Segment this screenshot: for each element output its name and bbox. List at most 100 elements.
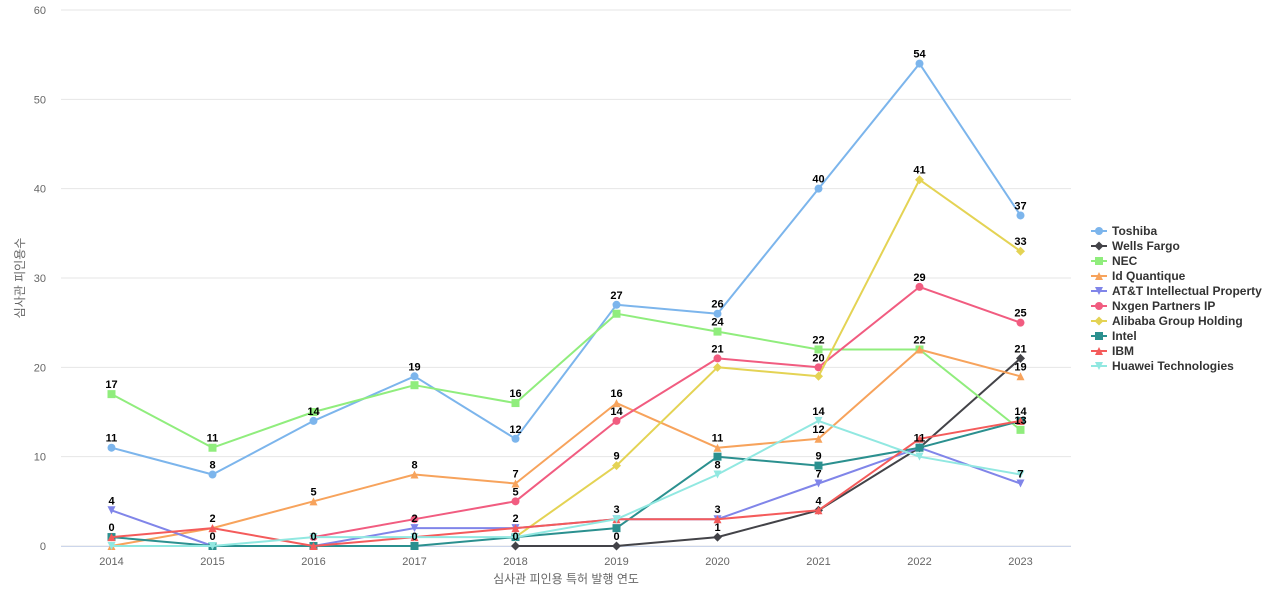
data-label: 26 [711,299,723,311]
legend-marker-symbol [1095,227,1103,235]
data-point [1016,425,1025,434]
legend-label: Wells Fargo [1112,239,1180,253]
legend-item-nxgen-partners-ip[interactable]: Nxgen Partners IP [1091,299,1215,313]
x-tick-label: 2014 [99,556,123,568]
data-label: 16 [610,388,622,400]
data-label: 3 [714,504,720,516]
data-label: 37 [1014,200,1026,212]
data-point [713,309,722,318]
data-point [511,479,520,488]
data-point [410,524,419,533]
data-point [612,399,621,408]
x-tick-label: 2020 [705,556,729,568]
data-point [309,542,318,550]
data-point [814,345,823,354]
series-alibaba-group-holding [511,175,1025,542]
series-huawei-technologies [107,416,1025,550]
data-label: 8 [411,460,417,472]
data-label: 22 [913,334,925,346]
data-label: 5 [310,486,316,498]
data-point [511,434,520,443]
data-label: 19 [1014,361,1026,373]
data-label: 25 [1014,308,1026,320]
data-point [107,390,116,399]
legend-marker-symbol [1095,332,1103,340]
data-label: 0 [512,531,518,543]
legend-marker-symbol [1095,272,1103,280]
legend-item-atandt-intellectual-property[interactable]: AT&T Intellectual Property [1091,284,1262,298]
x-tick-label: 2021 [806,556,830,568]
series-nec [107,309,1025,452]
data-label: 9 [613,451,619,463]
data-label: 4 [108,495,115,507]
data-point [1016,479,1025,488]
data-label: 16 [509,388,521,400]
data-point [814,416,823,425]
legend-item-toshiba[interactable]: Toshiba [1091,224,1157,238]
data-label: 9 [815,451,821,463]
y-tick-label: 0 [40,541,46,553]
series-line-nxgen-partners-ip [312,285,1022,539]
legend-marker-symbol [1095,257,1103,265]
legend-marker-symbol [1094,316,1104,326]
data-label: 21 [711,343,723,355]
data-label: 0 [411,531,417,543]
data-label: 11 [712,433,724,445]
data-label: 4 [815,495,822,507]
data-point [612,461,621,471]
data-point [713,452,722,461]
legend-item-id-quantique[interactable]: Id Quantique [1091,269,1186,283]
data-label: 11 [106,433,118,445]
data-point [410,470,419,479]
data-point [309,497,318,506]
data-label: 11 [207,433,219,445]
y-tick-label: 60 [34,5,46,17]
data-label: 7 [512,468,518,480]
legend-label: AT&T Intellectual Property [1112,284,1262,298]
data-point [1016,318,1025,327]
x-tick-label: 2015 [200,556,224,568]
data-point [713,532,722,542]
data-point [309,408,318,416]
legend-item-nec[interactable]: NEC [1091,254,1138,268]
data-point [713,327,722,336]
data-point [208,443,217,452]
data-label: 17 [105,379,117,391]
data-point [1016,470,1025,479]
data-point [410,533,419,542]
legend-item-wells-fargo[interactable]: Wells Fargo [1091,239,1180,253]
data-point [814,184,823,193]
data-label: 0 [613,531,619,543]
data-label: 19 [408,361,420,373]
data-point [208,542,217,550]
series-line-nec [110,312,1022,449]
data-point [915,59,924,68]
legend-item-intel[interactable]: Intel [1091,329,1137,343]
data-label: 21 [1014,343,1026,355]
data-point [713,515,722,524]
legend-label: IBM [1112,344,1134,358]
data-label: 11 [914,433,926,445]
legend-item-alibaba-group-holding[interactable]: Alibaba Group Holding [1091,314,1243,328]
data-point [1016,416,1025,425]
data-point [915,443,924,452]
legend-marker-symbol [1095,287,1103,295]
data-label: 27 [610,290,622,302]
data-point [1016,372,1025,381]
data-label: 2 [209,513,215,525]
legend-item-huawei-technologies[interactable]: Huawei Technologies [1091,359,1234,373]
data-label: 7 [815,468,821,480]
data-point [511,533,520,542]
series-line-toshiba [110,62,1022,476]
data-label: 24 [711,317,724,329]
data-label: 29 [913,272,925,284]
data-point [612,300,621,309]
data-point [713,362,722,372]
x-tick-label: 2016 [301,556,325,568]
legend-item-ibm[interactable]: IBM [1091,344,1134,358]
data-label: 0 [108,522,114,534]
data-label-layer: 1711401182014501982016127520271614930262… [105,49,1027,543]
data-label: 13 [1014,415,1026,427]
data-point [612,309,621,318]
